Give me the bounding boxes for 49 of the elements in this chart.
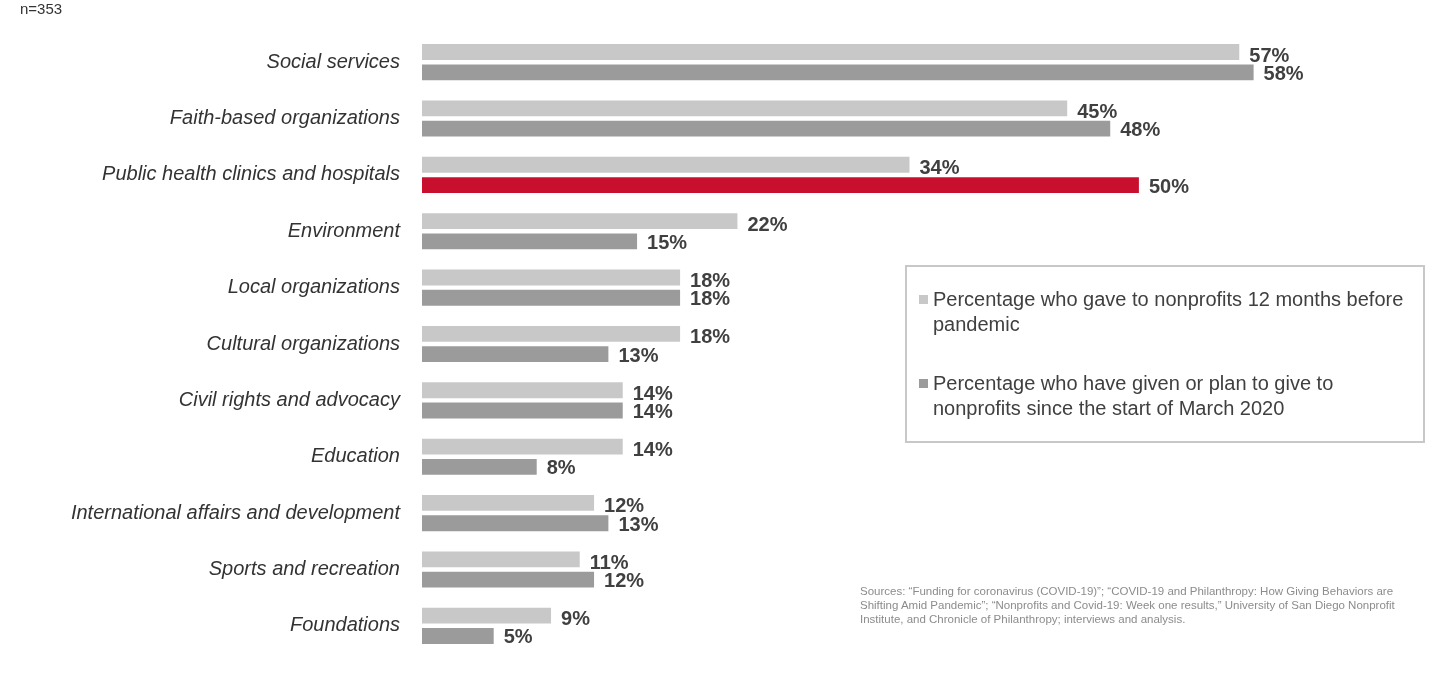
bar xyxy=(422,213,738,230)
bar xyxy=(422,382,623,399)
bar xyxy=(422,120,1111,137)
legend-label: Percentage who have given or plan to give to nonprofits since the start of March 2020 xyxy=(933,371,1335,421)
data-label: 18% xyxy=(690,325,731,348)
data-label: 48% xyxy=(1120,118,1161,141)
bar xyxy=(422,458,537,475)
y-tick-label: Sports and recreation xyxy=(208,557,400,580)
bar xyxy=(422,346,609,363)
data-label: 45% xyxy=(1077,99,1118,122)
bar xyxy=(422,64,1254,81)
data-label: 8% xyxy=(546,456,576,479)
y-tick-label: Education xyxy=(311,444,400,467)
bar xyxy=(422,607,552,624)
y-tick-label: Civil rights and advocacy xyxy=(178,387,401,410)
bar xyxy=(422,515,609,532)
bar xyxy=(422,233,638,250)
bar xyxy=(422,628,494,644)
bar xyxy=(422,156,910,173)
bar xyxy=(422,571,595,588)
data-label: 5% xyxy=(503,625,533,648)
text: n=353 xyxy=(20,0,63,17)
bar xyxy=(422,551,580,568)
data-label: 13% xyxy=(618,343,659,366)
data-label: 9% xyxy=(561,607,591,630)
data-label: 14% xyxy=(632,438,673,461)
bar xyxy=(422,289,681,306)
bar xyxy=(422,438,623,455)
data-label: 50% xyxy=(1148,174,1190,197)
y-tick-label: Environment xyxy=(287,218,402,241)
y-tick-label: Foundations xyxy=(289,613,400,636)
bar xyxy=(422,177,1139,193)
annotation: Sources: “Funding for coronavirus (COVID-19)”; “COVID-19 and Philanthropy: How Giving Behaviors are Shifting Amid Pandemic”; “Nonprofits and Covid-19: Week one results,” University of San Diego Nonprofit Institute, and Chronicle of Philanthropy; interviews and analysis. xyxy=(860,584,1396,626)
y-tick-label: International affairs and development xyxy=(70,500,402,523)
bar xyxy=(422,402,623,419)
data-label: 15% xyxy=(647,230,688,253)
y-tick-label: Public health clinics and hospitals xyxy=(102,162,400,185)
legend-label: Percentage who gave to nonprofits 12 months before pandemic xyxy=(933,287,1405,337)
bar xyxy=(422,325,681,342)
bar xyxy=(422,100,1068,117)
y-tick-label: Local organizations xyxy=(227,275,400,298)
bar xyxy=(422,44,1240,60)
bar xyxy=(422,269,681,286)
y-tick-label: Social services xyxy=(266,49,400,72)
data-label: 22% xyxy=(747,212,788,235)
y-tick-label: Cultural organizations xyxy=(206,331,400,354)
data-label: 34% xyxy=(919,156,960,179)
bar xyxy=(422,495,595,511)
y-tick-label: Faith-based organizations xyxy=(169,106,400,129)
